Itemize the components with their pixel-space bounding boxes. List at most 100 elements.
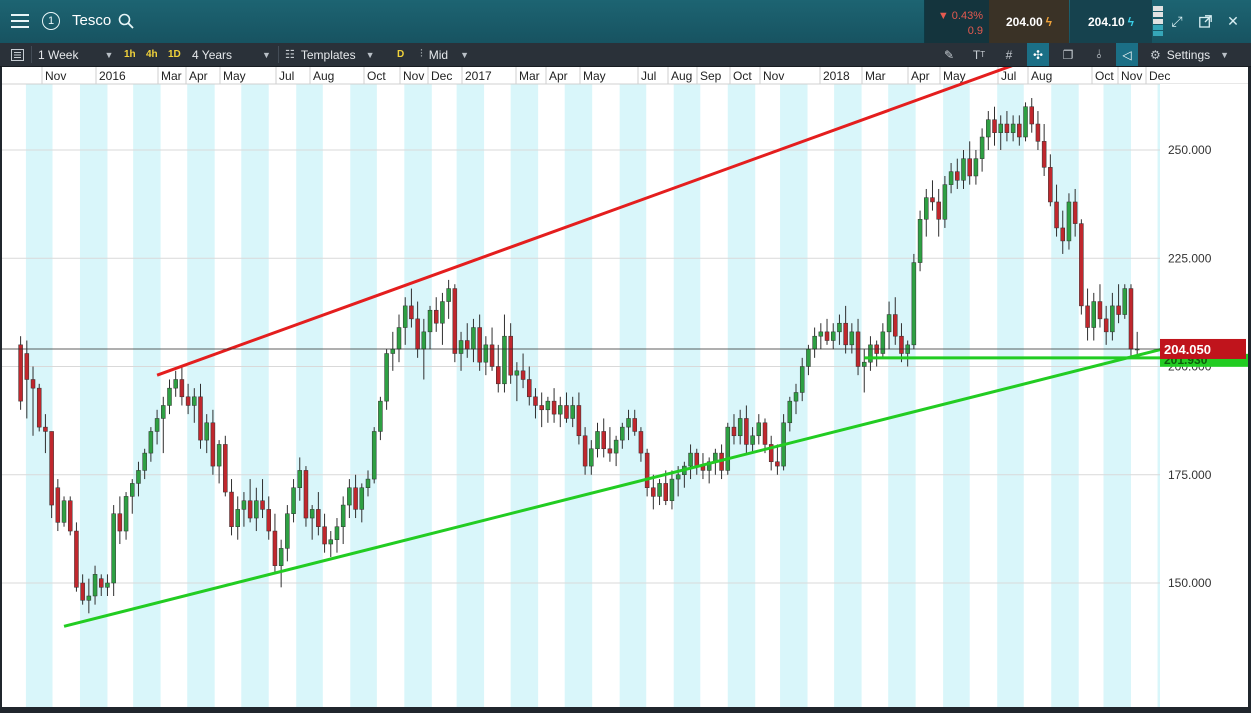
candle[interactable] [551, 388, 557, 423]
candle[interactable] [1004, 111, 1010, 142]
candle[interactable] [744, 405, 749, 454]
candle[interactable] [458, 331, 464, 371]
candle[interactable] [241, 492, 247, 527]
candle[interactable] [576, 392, 582, 445]
candle[interactable] [849, 323, 855, 354]
candle[interactable] [254, 487, 259, 532]
candle[interactable] [775, 444, 780, 475]
candle[interactable] [607, 427, 613, 462]
candle[interactable] [1091, 292, 1097, 341]
candle[interactable] [1110, 292, 1115, 341]
candle[interactable] [768, 435, 774, 471]
candle[interactable] [204, 414, 209, 454]
expand-icon[interactable]: ⤢ [1171, 12, 1183, 29]
candle[interactable] [688, 444, 693, 480]
candle[interactable] [558, 396, 563, 428]
tag-icon[interactable]: ◁ [1116, 43, 1138, 66]
candle[interactable] [384, 349, 389, 410]
candle[interactable] [998, 115, 1003, 150]
candle[interactable] [948, 162, 954, 194]
candle[interactable] [706, 457, 712, 484]
candle[interactable] [235, 496, 240, 540]
candle[interactable] [725, 422, 731, 475]
candle[interactable] [657, 479, 662, 506]
templates-dropdown[interactable]: ☷ Templates ▼ [285, 47, 375, 62]
candle[interactable] [992, 106, 997, 146]
candle[interactable] [105, 574, 110, 596]
candle[interactable] [644, 448, 650, 497]
candle[interactable] [1029, 98, 1034, 133]
candle[interactable] [92, 565, 98, 605]
candle[interactable] [18, 336, 23, 410]
candle[interactable] [930, 180, 935, 211]
candle[interactable] [663, 470, 668, 506]
candle[interactable] [527, 366, 532, 406]
candle[interactable] [651, 474, 656, 510]
settings-button[interactable]: ⚙ Settings ▼ [1150, 47, 1230, 62]
grid-icon[interactable]: # [1005, 47, 1013, 62]
candle[interactable] [86, 578, 92, 614]
candle[interactable] [967, 141, 972, 185]
candle[interactable] [216, 440, 222, 484]
price-type-dropdown[interactable]: ⫶ Mid ▼ [420, 47, 470, 62]
candle[interactable] [1010, 115, 1016, 142]
candle[interactable] [601, 418, 606, 458]
candle[interactable] [620, 422, 625, 449]
indicator-icon[interactable]: ⫰ [1096, 47, 1102, 61]
candle[interactable] [979, 128, 985, 172]
candle[interactable] [843, 305, 848, 354]
candle[interactable] [1048, 154, 1053, 207]
candle[interactable] [30, 366, 36, 436]
timeframe-1h-button[interactable]: 1h [124, 49, 136, 60]
candle[interactable] [1122, 284, 1128, 319]
popout-icon[interactable] [1194, 6, 1216, 36]
candle[interactable] [917, 210, 923, 272]
candle[interactable] [973, 150, 979, 185]
candle[interactable] [80, 574, 85, 605]
candle[interactable] [1072, 188, 1078, 237]
candle[interactable] [365, 470, 371, 497]
candle[interactable] [793, 383, 799, 415]
candle[interactable] [440, 292, 445, 345]
candle[interactable] [210, 409, 216, 475]
candle[interactable] [1116, 284, 1121, 324]
candle[interactable] [55, 479, 61, 532]
candle[interactable] [322, 513, 327, 553]
candle[interactable] [880, 323, 886, 358]
candle[interactable] [1035, 111, 1041, 150]
candle[interactable] [539, 392, 544, 428]
buy-button[interactable]: 204.10 ϟ [1070, 0, 1152, 43]
candle[interactable] [886, 301, 892, 350]
candle[interactable] [868, 336, 873, 371]
candle[interactable] [582, 427, 588, 475]
timeframe-1d-button[interactable]: 1D [168, 49, 181, 60]
candle[interactable] [1060, 210, 1065, 254]
candle[interactable] [272, 513, 278, 575]
candle[interactable] [613, 435, 619, 467]
candle[interactable] [936, 188, 941, 237]
candle[interactable] [669, 470, 675, 510]
hamburger-icon[interactable] [6, 6, 34, 36]
candle[interactable] [942, 175, 948, 228]
candle[interactable] [508, 323, 513, 384]
candle[interactable] [737, 409, 743, 445]
candle[interactable] [409, 288, 414, 328]
candle[interactable] [899, 323, 904, 363]
candle[interactable] [427, 305, 433, 350]
candle[interactable] [452, 284, 458, 363]
candle[interactable] [61, 496, 67, 527]
candle[interactable] [496, 344, 501, 393]
pencil-icon[interactable]: ✎ [943, 47, 955, 62]
candle[interactable] [824, 318, 830, 345]
candle[interactable] [371, 427, 377, 484]
candle[interactable] [750, 427, 755, 454]
candle[interactable] [43, 414, 48, 454]
candle[interactable] [533, 388, 538, 419]
candle[interactable] [316, 492, 321, 536]
candle[interactable] [1041, 124, 1047, 176]
candle[interactable] [148, 427, 154, 462]
candle[interactable] [1066, 193, 1072, 250]
candle[interactable] [911, 253, 917, 350]
candle[interactable] [142, 448, 147, 480]
